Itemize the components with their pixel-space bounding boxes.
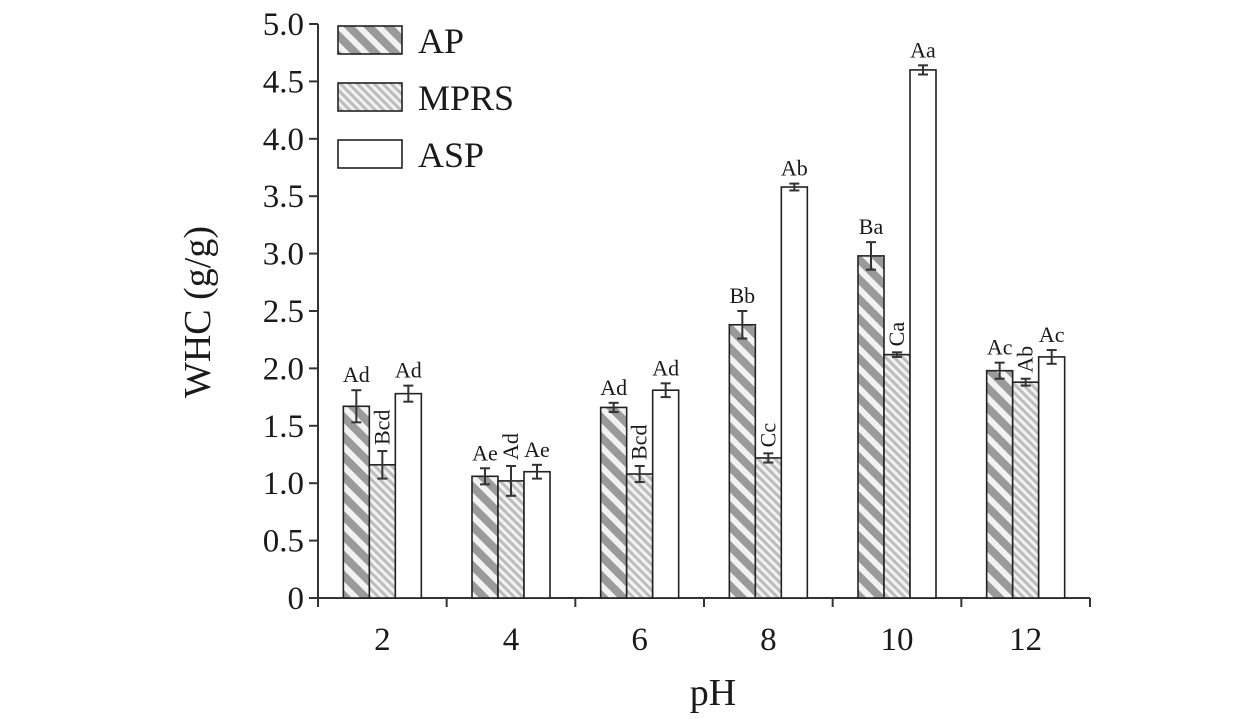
error-bar xyxy=(377,450,388,480)
error-bar xyxy=(763,452,774,464)
significance-label: Ad xyxy=(395,358,422,383)
error-bar xyxy=(892,351,902,358)
significance-label: Ac xyxy=(1039,322,1065,347)
bar-ap-ph10 xyxy=(857,255,885,599)
bar-mprs-ph10 xyxy=(883,353,911,599)
bar-mprs-ph4 xyxy=(497,480,525,599)
legend-label-asp: ASP xyxy=(418,135,484,175)
significance-label: Bb xyxy=(729,283,755,308)
x-tick-label: 12 xyxy=(1009,622,1042,658)
error-bar xyxy=(737,310,748,340)
y-tick-label: 2.0 xyxy=(263,351,304,387)
error-bar xyxy=(634,464,645,484)
bar-mprs-ph2 xyxy=(368,464,397,599)
legend-label-ap: AP xyxy=(418,21,464,61)
error-bar xyxy=(480,467,490,486)
y-tick-label: 2.5 xyxy=(263,294,304,330)
error-bar xyxy=(351,389,362,424)
significance-label: Cc xyxy=(755,423,780,448)
significance-label: Ad xyxy=(343,362,370,387)
significance-label: Ab xyxy=(781,156,808,181)
y-tick-label: 0.5 xyxy=(263,524,304,560)
significance-label: Ab xyxy=(1013,346,1038,373)
significance-label: Ca xyxy=(884,322,909,347)
error-bar xyxy=(789,182,800,192)
legend: AP MPRS ASP xyxy=(337,21,514,175)
bar-mprs-ph8 xyxy=(754,457,783,599)
x-tick-label: 8 xyxy=(760,622,777,658)
significance-label: Ad xyxy=(600,375,627,400)
x-tick-label: 10 xyxy=(881,622,914,658)
bar-asp-ph6 xyxy=(651,389,680,599)
y-axis-title: WHC (g/g) xyxy=(177,226,219,398)
error-bar xyxy=(403,384,414,403)
bar-asp-ph10 xyxy=(909,69,937,599)
bar-ap-ph12 xyxy=(985,369,1014,599)
error-bar xyxy=(1020,377,1031,387)
bar-asp-ph8 xyxy=(780,186,809,599)
bar-ap-ph8 xyxy=(728,323,757,599)
y-tick-label: 4.5 xyxy=(263,64,304,100)
significance-label: Ae xyxy=(524,437,550,462)
significance-label: Bcd xyxy=(627,425,652,460)
significance-label: Ac xyxy=(987,335,1013,360)
y-tick-label: 4.0 xyxy=(263,122,304,158)
x-tick-label: 4 xyxy=(503,622,520,658)
significance-label: Aa xyxy=(910,37,936,62)
legend-swatch-ap xyxy=(337,25,403,55)
legend-label-mprs: MPRS xyxy=(418,78,514,118)
error-bar xyxy=(532,463,542,480)
y-tick-label: 1.0 xyxy=(263,466,304,502)
significance-label: Ae xyxy=(472,440,498,465)
bar-mprs-ph12 xyxy=(1011,381,1040,599)
y-tick-label: 0 xyxy=(288,581,305,617)
bar-ap-ph2 xyxy=(342,405,371,599)
error-bar xyxy=(918,64,928,76)
bars-layer xyxy=(342,69,1066,599)
bar-asp-ph12 xyxy=(1037,356,1066,599)
error-bar xyxy=(506,464,516,497)
error-bar xyxy=(994,361,1005,380)
significance-label: Ad xyxy=(498,433,523,460)
significance-label: Ad xyxy=(652,355,679,380)
x-axis-title: pH xyxy=(690,672,736,714)
axes: 0 0.5 1.0 1.5 2.0 2.5 3.0 3.5 4.0 4.5 5.0 2 4 6 8 10 12 xyxy=(263,7,1091,658)
bar-mprs-ph6 xyxy=(625,473,654,599)
error-bar xyxy=(660,382,671,399)
y-tick-label: 1.5 xyxy=(263,409,304,445)
error-bar xyxy=(866,241,876,271)
bar-asp-ph2 xyxy=(394,392,423,599)
x-tick-label: 2 xyxy=(374,622,391,658)
legend-swatch-asp xyxy=(337,139,403,169)
y-tick-label: 5.0 xyxy=(263,7,304,43)
y-tick-label: 3.0 xyxy=(263,237,304,273)
error-bar xyxy=(608,401,619,414)
significance-label: Ba xyxy=(859,214,884,239)
significance-label: Bcd xyxy=(369,410,394,445)
bar-asp-ph4 xyxy=(523,470,551,599)
x-tick-label: 6 xyxy=(631,622,648,658)
bar-ap-ph4 xyxy=(471,475,499,599)
legend-swatch-mprs xyxy=(337,82,403,112)
error-bars-layer xyxy=(351,64,1057,497)
bar-ap-ph6 xyxy=(599,406,628,599)
error-bar xyxy=(1046,349,1057,365)
y-tick-label: 3.5 xyxy=(263,179,304,215)
